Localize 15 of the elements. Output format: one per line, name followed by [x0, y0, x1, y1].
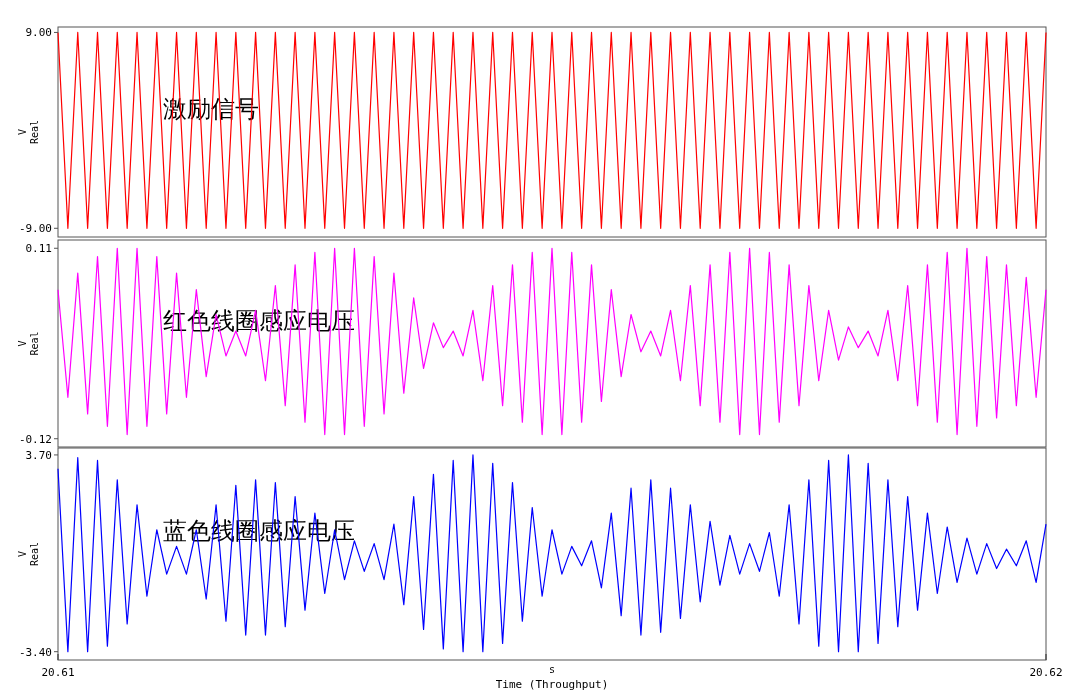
y-tick-label: -0.12 [18, 432, 52, 446]
y-axis-title: V Real [17, 119, 40, 145]
y-axis-title: V Real [17, 331, 40, 356]
x-tick-label: 20.62 [1029, 666, 1063, 679]
y-tick-label: 0.11 [25, 242, 52, 256]
x-tick-label: 20.61 [41, 666, 75, 679]
line-series [57, 247, 1047, 436]
y-tick-label: -9.00 [18, 222, 52, 236]
y-tick-label: -3.40 [18, 645, 52, 659]
y-tick-label: 9.00 [25, 26, 52, 40]
line-series [57, 454, 1047, 653]
x-axis-title: Time (Throughput) [495, 678, 609, 691]
y-tick-label: 3.70 [25, 448, 52, 462]
text: s [548, 664, 556, 675]
y-axis-title: V Real [17, 541, 40, 567]
